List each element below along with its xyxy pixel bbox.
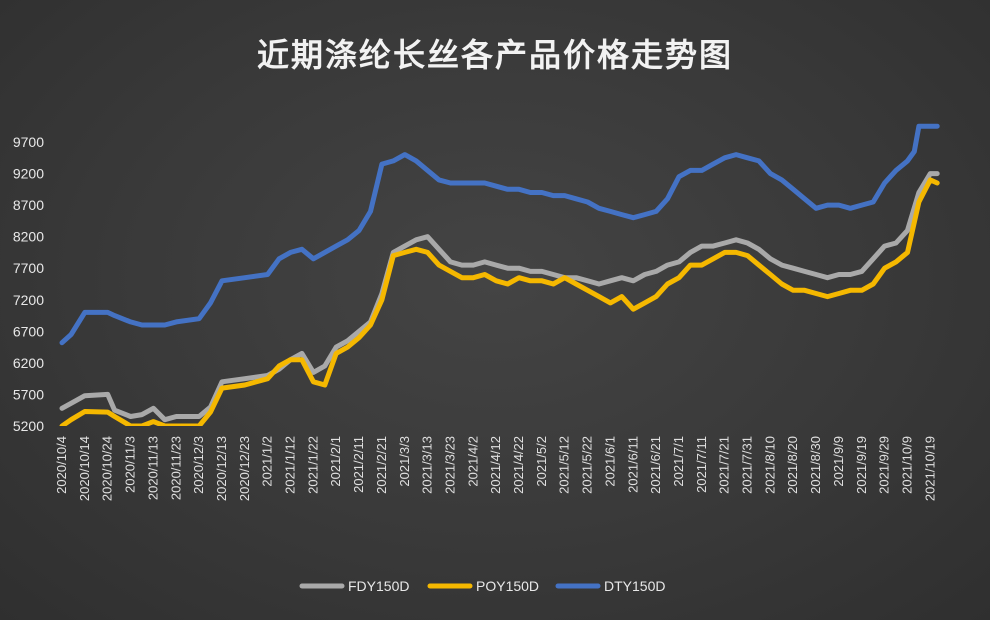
legend-label: DTY150D: [604, 578, 665, 594]
x-tick-label: 2021/4/22: [511, 436, 526, 494]
x-tick-label: 2021/7/1: [671, 436, 686, 487]
x-tick-label: 2020/11/3: [123, 436, 138, 493]
x-tick-label: 2021/10/19: [922, 436, 937, 501]
x-tick-label: 2020/10/24: [100, 436, 115, 501]
x-tick-label: 2021/1/2: [260, 436, 275, 487]
x-tick-label: 2020/12/3: [191, 436, 206, 494]
x-axis: 2020/10/4 2020/10/14 2020/10/24 2020/11/3 20…: [54, 436, 937, 501]
x-tick-label: 2020/12/13: [214, 436, 229, 501]
series-lines: [59, 123, 940, 426]
y-tick-label: 7200: [13, 292, 44, 308]
y-tick-label: 7700: [13, 260, 44, 276]
x-tick-label: 2021/9/19: [854, 436, 869, 494]
y-tick-label: 6700: [13, 323, 44, 339]
y-tick-label: 9700: [13, 134, 44, 150]
legend-label: FDY150D: [348, 578, 409, 594]
x-tick-label: 2021/2/11: [351, 436, 366, 493]
x-tick-label: 2020/10/4: [54, 436, 69, 494]
x-tick-label: 2021/10/9: [899, 436, 914, 494]
series-line-poy150d: [59, 177, 940, 426]
y-tick-label: 8200: [13, 229, 44, 245]
x-tick-label: 2021/9/29: [877, 436, 892, 494]
x-tick-label: 2021/3/13: [420, 436, 435, 494]
y-tick-label: 6200: [13, 355, 44, 371]
x-tick-label: 2021/7/11: [694, 436, 709, 493]
x-tick-label: 2021/2/1: [328, 436, 343, 487]
x-tick-label: 2021/8/20: [785, 436, 800, 494]
x-tick-label: 2021/8/10: [762, 436, 777, 494]
series-line-dty150d: [59, 123, 940, 346]
y-tick-label: 5700: [13, 386, 44, 402]
x-tick-label: 2021/8/30: [808, 436, 823, 494]
x-tick-label: 2021/6/1: [602, 436, 617, 487]
x-tick-label: 2021/5/2: [534, 436, 549, 487]
x-tick-label: 2021/3/3: [397, 436, 412, 487]
x-tick-label: 2021/4/12: [488, 436, 503, 494]
legend-label: POY150D: [476, 578, 539, 594]
y-axis: 5200 5700 6200 6700 7200 7700 8200 8700 9200 9700: [13, 134, 44, 434]
series-line-fdy150d: [59, 171, 940, 423]
x-tick-label: 2020/12/23: [237, 436, 252, 501]
x-tick-label: 2021/3/23: [442, 436, 457, 494]
x-tick-label: 2020/11/13: [145, 436, 160, 500]
x-tick-label: 2021/1/22: [305, 436, 320, 494]
x-tick-label: 2021/5/22: [580, 436, 595, 494]
x-tick-label: 2021/6/11: [625, 436, 640, 493]
x-tick-label: 2021/2/21: [374, 436, 389, 494]
x-tick-label: 2021/7/31: [740, 436, 755, 494]
x-tick-label: 2021/5/12: [557, 436, 572, 494]
x-tick-label: 2021/6/21: [648, 436, 663, 494]
x-tick-label: 2020/10/14: [77, 436, 92, 501]
y-tick-label: 8700: [13, 197, 44, 213]
x-tick-label: 2021/7/21: [717, 436, 732, 494]
y-tick-label: 5200: [13, 418, 44, 434]
x-tick-label: 2021/4/2: [465, 436, 480, 487]
chart-title: 近期涤纶长丝各产品价格走势图: [256, 36, 733, 74]
legend: FDY150D POY150D DTY150D: [299, 578, 665, 594]
y-tick-label: 9200: [13, 166, 44, 182]
x-tick-label: 2020/11/23: [168, 436, 183, 500]
x-tick-label: 2021/1/12: [283, 436, 298, 494]
x-tick-label: 2021/9/9: [831, 436, 846, 487]
